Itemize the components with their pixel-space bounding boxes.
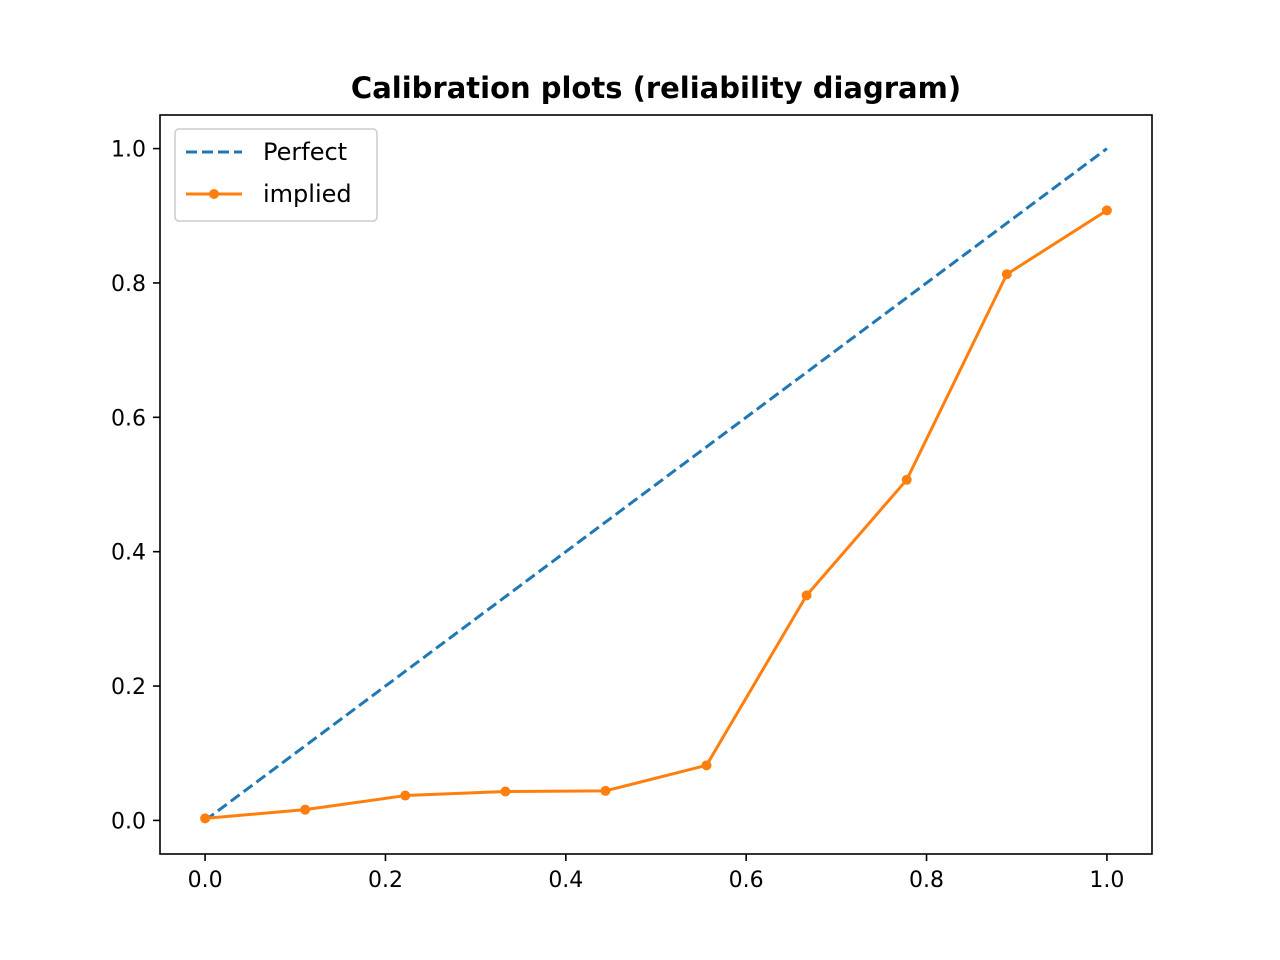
x-tick-label: 0.2: [368, 868, 403, 893]
plot-area: [200, 147, 1112, 824]
x-tick-label: 1.0: [1089, 868, 1124, 893]
data-point-implied: [600, 785, 611, 796]
x-axis: 0.0 0.2 0.4 0.6 0.8 1.0: [188, 854, 1124, 893]
y-axis: 0.0 0.2 0.4 0.6 0.8 1.0: [111, 138, 160, 834]
data-point-implied: [200, 813, 211, 824]
legend-label-perfect: Perfect: [263, 138, 347, 166]
x-tick-label: 0.6: [729, 868, 764, 893]
data-point-implied: [1101, 205, 1112, 216]
data-point-implied: [500, 786, 511, 797]
legend-marker-implied: [209, 189, 219, 199]
data-point-implied: [901, 474, 912, 485]
y-tick-label: 0.4: [111, 541, 146, 566]
data-point-implied: [300, 804, 311, 815]
y-tick-label: 0.8: [111, 272, 146, 297]
y-tick-label: 0.0: [111, 809, 146, 834]
x-tick-label: 0.8: [909, 868, 944, 893]
series-line-implied: [204, 209, 1108, 820]
data-point-implied: [1001, 269, 1012, 280]
legend-label-implied: implied: [263, 180, 352, 208]
legend: Perfect implied: [174, 128, 378, 222]
y-tick-label: 0.6: [111, 406, 146, 431]
chart-title: Calibration plots (reliability diagram): [351, 71, 961, 105]
x-tick-label: 0.4: [548, 868, 583, 893]
y-tick-label: 0.2: [111, 675, 146, 700]
data-point-implied: [701, 760, 712, 771]
data-point-implied: [400, 790, 411, 801]
plot-frame: [159, 114, 1153, 855]
data-point-implied: [801, 590, 812, 601]
series-line-perfect: [204, 147, 1108, 822]
x-tick-label: 0.0: [188, 868, 223, 893]
y-tick-label: 1.0: [111, 138, 146, 163]
